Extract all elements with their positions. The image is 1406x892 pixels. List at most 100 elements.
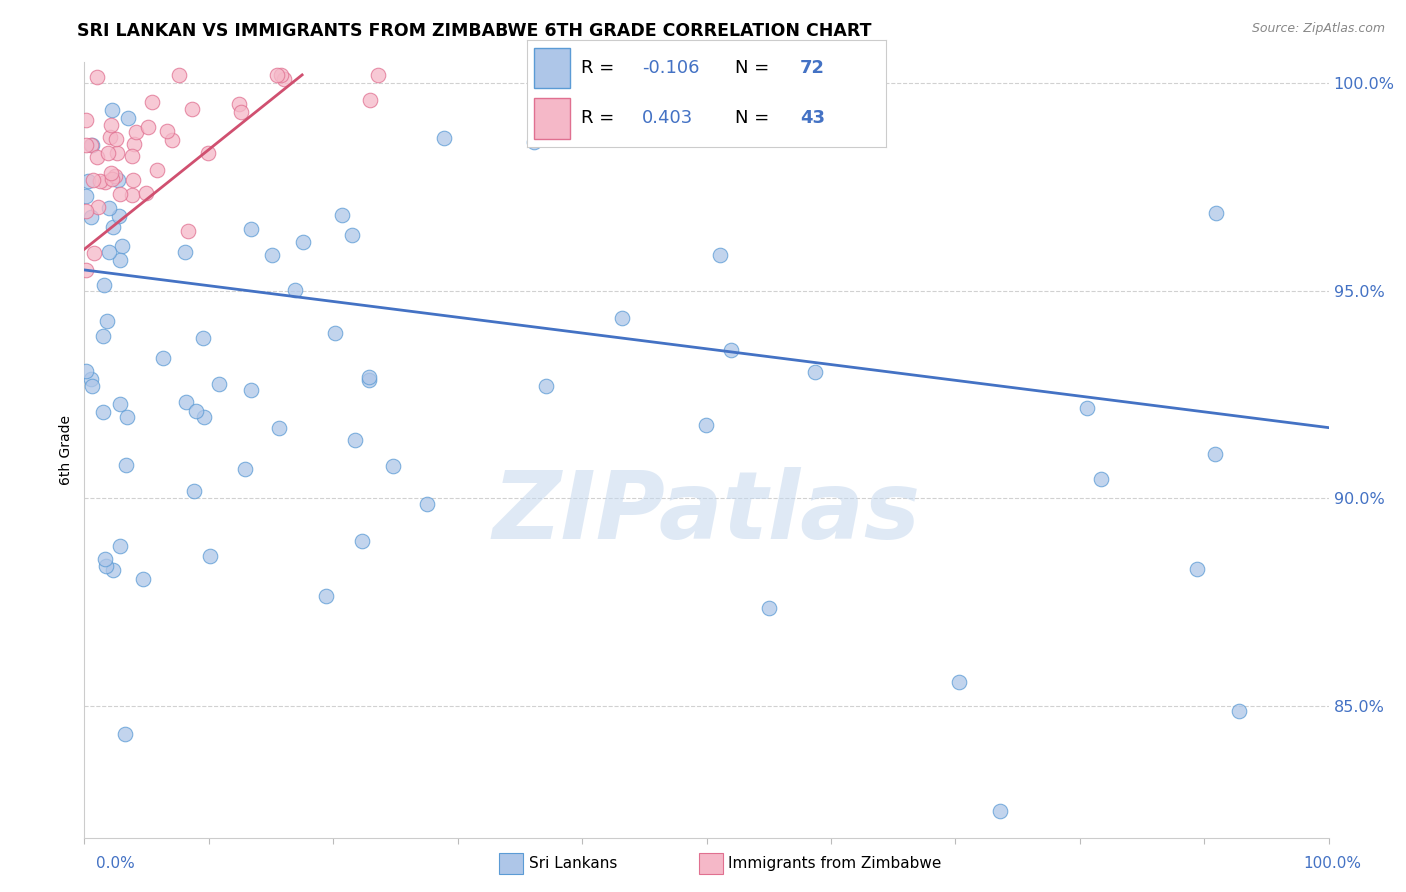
Point bbox=[174, 395, 197, 409]
Point bbox=[269, 421, 291, 435]
Point bbox=[100, 118, 122, 132]
Point bbox=[121, 188, 143, 202]
Point bbox=[260, 248, 283, 262]
Point bbox=[111, 239, 134, 253]
Point bbox=[266, 68, 288, 82]
Point bbox=[114, 458, 136, 473]
Point bbox=[108, 539, 131, 553]
Point bbox=[1204, 447, 1226, 461]
Point bbox=[291, 235, 314, 249]
Text: 72: 72 bbox=[800, 59, 825, 77]
Point bbox=[94, 558, 117, 573]
Text: 0.403: 0.403 bbox=[643, 110, 693, 128]
Point bbox=[110, 253, 132, 268]
Point bbox=[83, 245, 105, 260]
Point bbox=[695, 417, 717, 432]
Point bbox=[132, 572, 155, 586]
Point bbox=[197, 146, 219, 161]
Text: Source: ZipAtlas.com: Source: ZipAtlas.com bbox=[1251, 22, 1385, 36]
Point bbox=[1205, 206, 1227, 220]
Point bbox=[82, 173, 104, 187]
Point bbox=[107, 172, 129, 186]
Point bbox=[75, 203, 97, 218]
Text: ZIPatlas: ZIPatlas bbox=[492, 467, 921, 558]
Point bbox=[433, 131, 456, 145]
Point bbox=[233, 461, 256, 475]
Point bbox=[114, 727, 136, 741]
Point bbox=[612, 310, 634, 325]
Point bbox=[156, 124, 179, 138]
Text: -0.106: -0.106 bbox=[643, 59, 699, 77]
Point bbox=[160, 133, 183, 147]
Point bbox=[121, 149, 143, 163]
Point bbox=[284, 283, 307, 297]
Point bbox=[122, 173, 145, 187]
Point bbox=[367, 68, 389, 82]
Point bbox=[101, 563, 124, 577]
Point bbox=[183, 483, 205, 498]
Point bbox=[200, 549, 222, 564]
FancyBboxPatch shape bbox=[534, 98, 571, 138]
Point bbox=[357, 373, 380, 387]
Text: R =: R = bbox=[581, 110, 620, 128]
Point bbox=[988, 805, 1011, 819]
Point bbox=[534, 378, 557, 392]
Point bbox=[343, 433, 366, 447]
Point bbox=[105, 146, 128, 161]
Point bbox=[98, 201, 121, 215]
Point bbox=[758, 600, 780, 615]
Point bbox=[1090, 472, 1112, 486]
Point bbox=[80, 138, 103, 153]
Point bbox=[80, 372, 103, 386]
Point bbox=[75, 112, 97, 127]
Point bbox=[228, 96, 250, 111]
Point bbox=[117, 112, 139, 126]
Point bbox=[186, 404, 208, 418]
Point bbox=[270, 68, 292, 82]
FancyBboxPatch shape bbox=[534, 47, 571, 88]
Point bbox=[382, 459, 405, 474]
Point bbox=[91, 329, 114, 343]
Point bbox=[325, 326, 347, 340]
Point bbox=[108, 209, 131, 223]
Point bbox=[273, 72, 295, 87]
Point bbox=[239, 383, 262, 397]
Point bbox=[87, 201, 110, 215]
Point bbox=[141, 95, 163, 109]
Point bbox=[104, 131, 127, 145]
Point bbox=[122, 136, 145, 151]
Point bbox=[98, 130, 121, 145]
Point bbox=[100, 166, 122, 180]
Point bbox=[103, 220, 125, 235]
Text: 43: 43 bbox=[800, 110, 825, 128]
Point bbox=[101, 103, 124, 117]
Point bbox=[104, 169, 127, 183]
Point bbox=[94, 552, 117, 566]
Point bbox=[89, 174, 111, 188]
Text: 100.0%: 100.0% bbox=[1303, 856, 1361, 871]
Point bbox=[174, 244, 197, 259]
Point bbox=[177, 224, 200, 238]
Point bbox=[193, 410, 215, 425]
Point bbox=[146, 162, 169, 177]
Point bbox=[97, 146, 120, 161]
Point bbox=[359, 93, 381, 107]
Point bbox=[181, 102, 204, 116]
Point bbox=[720, 343, 742, 358]
Point bbox=[359, 370, 381, 384]
Point bbox=[1076, 401, 1098, 416]
Point bbox=[94, 175, 117, 189]
Point bbox=[110, 397, 132, 411]
Point bbox=[207, 377, 229, 392]
Point bbox=[240, 222, 263, 236]
Text: R =: R = bbox=[581, 59, 620, 77]
Point bbox=[86, 150, 108, 164]
Text: SRI LANKAN VS IMMIGRANTS FROM ZIMBABWE 6TH GRADE CORRELATION CHART: SRI LANKAN VS IMMIGRANTS FROM ZIMBABWE 6… bbox=[77, 22, 872, 40]
Point bbox=[98, 244, 121, 259]
Point bbox=[352, 533, 374, 548]
Text: N =: N = bbox=[735, 110, 775, 128]
Point bbox=[125, 125, 148, 139]
Point bbox=[135, 186, 157, 200]
Point bbox=[75, 263, 97, 277]
Point bbox=[86, 70, 108, 84]
